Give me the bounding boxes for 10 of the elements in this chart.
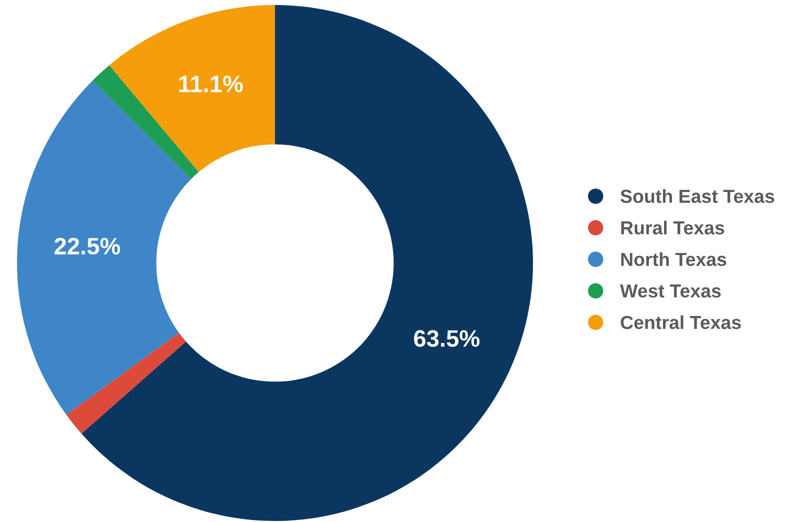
donut-slice	[109, 5, 275, 172]
donut-slice	[66, 332, 186, 434]
legend-label: North Texas	[621, 252, 726, 266]
legend-label: Central Texas	[620, 315, 741, 330]
data-label: 22.5%	[54, 238, 120, 255]
data-label: 63.5%	[414, 330, 480, 347]
legend-label: Rural Texas	[621, 220, 724, 234]
legend-label: West Texas	[620, 284, 721, 298]
legend-label: South East Texas	[620, 189, 774, 203]
data-label: 11.1%	[179, 76, 243, 92]
